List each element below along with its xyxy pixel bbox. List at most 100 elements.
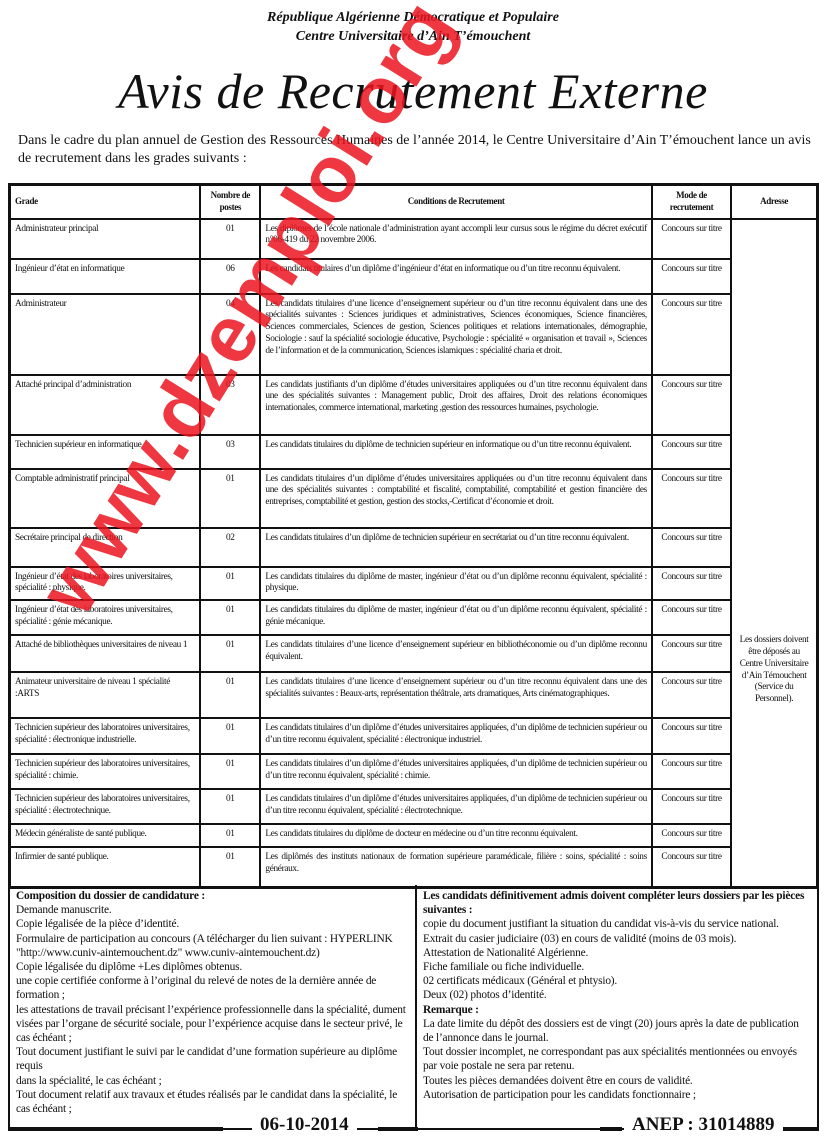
table-row: Infirmier de santé publique. 01 Les diplôm…: [8, 846, 818, 889]
table-row: Administrateur principal 01 Les diplômes d…: [8, 217, 819, 889]
conditions-cell: Les candidats titulaires d’un diplôme d’…: [259, 717, 653, 756]
footer-rule: [600, 1127, 622, 1131]
grade-cell: Technicien supérieur des laboratoires un…: [8, 753, 202, 791]
grade-cell: Administrateur: [8, 292, 202, 376]
list-item: Extrait du casier judiciaire (03) en cou…: [423, 932, 737, 945]
col-header-mode: Mode de recrutement: [650, 183, 733, 220]
table-row: Ingénieur d’état en informatique 06 Les ca…: [8, 257, 818, 295]
mode-cell: Concours sur titre: [650, 788, 733, 826]
mode-cell: Concours sur titre: [650, 717, 733, 756]
table-row: Ingénieur d’état des laboratoires univer…: [8, 565, 818, 602]
recruitment-table: Grade Nombre de postes Conditions de Rec…: [8, 183, 819, 889]
grade-cell: Médecin généraliste de santé publique.: [8, 823, 202, 849]
mode-cell: Concours sur titre: [650, 526, 733, 568]
table-row: Administrateur 04 Les candidats titulaires…: [8, 292, 818, 376]
postes-cell: 01: [199, 217, 262, 260]
conditions-cell: Les candidats titulaires d’un diplôme d’…: [259, 257, 653, 295]
mode-cell: Concours sur titre: [650, 257, 733, 295]
admis-section: Les candidats définitivement admis doive…: [415, 885, 819, 1130]
conditions-cell: Les candidats titulaires d’une licence d…: [259, 671, 653, 720]
postes-cell: 04: [199, 292, 262, 376]
list-item: Demande manuscrite.: [16, 904, 112, 917]
grade-cell: Ingénieur d’état en informatique: [8, 257, 202, 295]
grade-cell: Infirmier de santé publique.: [8, 846, 202, 889]
grade-cell: Administrateur principal: [8, 217, 202, 260]
grade-cell: Ingénieur d’état des laboratoires univer…: [8, 599, 202, 637]
postes-cell: 01: [199, 634, 262, 674]
list-item: Attestation de Nationalité Algérienne.: [423, 946, 589, 959]
list-item: Tout dossier incomplet, ne correspondant…: [423, 1046, 797, 1073]
postes-cell: 01: [199, 671, 262, 720]
grade-cell: Technicien supérieur des laboratoires un…: [8, 717, 202, 756]
conditions-cell: Les candidats titulaires du diplôme de d…: [259, 823, 653, 849]
table-row: Technicien supérieur en informatique 03 Le…: [8, 433, 818, 470]
mode-cell: Concours sur titre: [650, 634, 733, 674]
table-row: Attaché de bibliothèques universitaires …: [8, 634, 818, 674]
footer-rule: [378, 1127, 418, 1131]
postes-cell: 06: [199, 257, 262, 295]
table-row: Attaché principal d’administration 03 Les …: [8, 373, 818, 436]
grade-cell: Ingénieur d’état des laboratoires univer…: [8, 565, 202, 602]
conditions-cell: Les candidats titulaires d’un diplôme d’…: [259, 753, 653, 791]
col-header-grade: Grade: [8, 183, 202, 220]
table-row: Animateur universitaire de niveau 1 spéc…: [8, 671, 818, 720]
grade-cell: Attaché de bibliothèques universitaires …: [8, 634, 202, 674]
mode-cell: Concours sur titre: [650, 467, 733, 529]
address-cell: Les dossiers doivent être déposés au Cen…: [730, 217, 819, 889]
dossier-heading: Composition du dossier de candidature :: [16, 890, 205, 902]
list-item: Fiche familiale ou fiche individuelle.: [423, 961, 584, 974]
list-item: dans la spécialité, le cas échéant ;: [16, 1074, 162, 1087]
list-item: Toutes les pièces demandées doivent être…: [423, 1074, 693, 1087]
table-row: Médecin généraliste de santé publique. 01…: [8, 823, 818, 849]
footer-rule: [770, 1127, 819, 1131]
remarque-heading: Remarque :: [423, 1003, 479, 1016]
postes-cell: 01: [199, 753, 262, 791]
table-row: Technicien supérieur des laboratoires un…: [8, 753, 818, 791]
postes-cell: 01: [199, 467, 262, 529]
grade-cell: Secrétaire principal de direction: [8, 526, 202, 568]
table-row: Technicien supérieur des laboratoires un…: [8, 788, 818, 826]
list-item: copie du document justifiant la situatio…: [423, 918, 779, 931]
admis-heading: Les candidats définitivement admis doive…: [423, 890, 805, 917]
conditions-cell: Les candidats titulaires d’une licence d…: [259, 292, 653, 376]
postes-cell: 01: [199, 717, 262, 756]
mode-cell: Concours sur titre: [650, 846, 733, 889]
list-item: Tout document justifiant le suivi par le…: [16, 1046, 397, 1073]
conditions-cell: Les candidats titulaires d’un diplôme de…: [259, 526, 653, 568]
list-item: les attestations de travail précisant l’…: [16, 1003, 406, 1045]
conditions-cell: Les candidats titulaires d’un diplôme d’…: [259, 467, 653, 529]
table-row: Technicien supérieur des laboratoires un…: [8, 717, 818, 756]
postes-cell: 03: [199, 433, 262, 470]
conditions-cell: Les candidats titulaires d’une licence d…: [259, 634, 653, 674]
mode-cell: Concours sur titre: [650, 823, 733, 849]
mode-cell: Concours sur titre: [650, 292, 733, 376]
postes-cell: 03: [199, 373, 262, 436]
list-item: Autorisation de participation pour les c…: [423, 1088, 696, 1101]
postes-cell: 01: [199, 599, 262, 637]
grade-cell: Attaché principal d’administration: [8, 373, 202, 436]
table-row: Ingénieur d’état des laboratoires univer…: [8, 599, 818, 637]
postes-cell: 01: [199, 565, 262, 602]
mode-cell: Concours sur titre: [650, 433, 733, 470]
list-item: Formulaire de participation au concours …: [16, 932, 393, 959]
postes-cell: 02: [199, 526, 262, 568]
conditions-cell: Les diplômés des instituts nationaux de …: [259, 846, 653, 889]
footer-rule: [8, 1127, 223, 1131]
postes-cell: 01: [199, 846, 262, 889]
col-header-conditions: Conditions de Recrutement: [259, 183, 653, 220]
intro-text: Dans le cadre du plan annuel de Gestion …: [18, 133, 811, 166]
list-item: La date limite du dépôt des dossiers est…: [423, 1017, 799, 1045]
conditions-cell: Les candidats titulaires du diplôme de t…: [259, 433, 653, 470]
grade-cell: Animateur universitaire de niveau 1 spéc…: [8, 671, 202, 720]
col-header-postes: Nombre de postes: [199, 183, 262, 220]
conditions-cell: Les candidats titulaires du diplôme de m…: [259, 599, 653, 637]
mode-cell: Concours sur titre: [650, 217, 733, 260]
dossier-composition: Composition du dossier de candidature : …: [8, 885, 416, 1130]
list-item: une copie certifiée conforme à l’origina…: [16, 975, 377, 1002]
page-title: Avis de Recrutement Externe: [118, 63, 708, 119]
list-item: Copie légalisée de la pièce d’identité.: [16, 918, 179, 931]
grade-cell: Technicien supérieur des laboratoires un…: [8, 788, 202, 826]
conditions-cell: Les diplômes de l’école nationale d’admi…: [259, 217, 653, 260]
grade-cell: Comptable administratif principal: [8, 467, 202, 529]
conditions-cell: Les candidats justifiants d’un diplôme d…: [259, 373, 653, 436]
